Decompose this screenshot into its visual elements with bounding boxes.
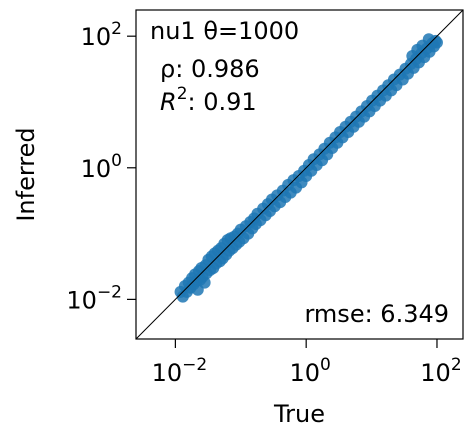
reference-line bbox=[135, 9, 464, 340]
data-points bbox=[174, 33, 443, 303]
x-tick-label: 100 bbox=[289, 355, 330, 387]
x-tick-label: 10−2 bbox=[152, 355, 208, 387]
data-point bbox=[406, 49, 419, 62]
x-axis-label: True bbox=[273, 400, 325, 428]
y-tick-label: 102 bbox=[81, 19, 122, 51]
x-tick-label: 102 bbox=[420, 355, 461, 387]
r2-annotation: R2: 0.91 bbox=[160, 84, 257, 116]
y-tick-label: 100 bbox=[81, 151, 122, 183]
plot-frame bbox=[135, 9, 464, 340]
y-tick-label: 10−2 bbox=[66, 282, 122, 314]
y-axis-label: Inferred bbox=[12, 127, 40, 221]
data-point bbox=[198, 276, 211, 289]
rho-annotation: ρ: 0.986 bbox=[160, 55, 260, 83]
rmse-annotation: rmse: 6.349 bbox=[304, 300, 449, 328]
title-annotation: nu1 θ=1000 bbox=[150, 17, 299, 45]
